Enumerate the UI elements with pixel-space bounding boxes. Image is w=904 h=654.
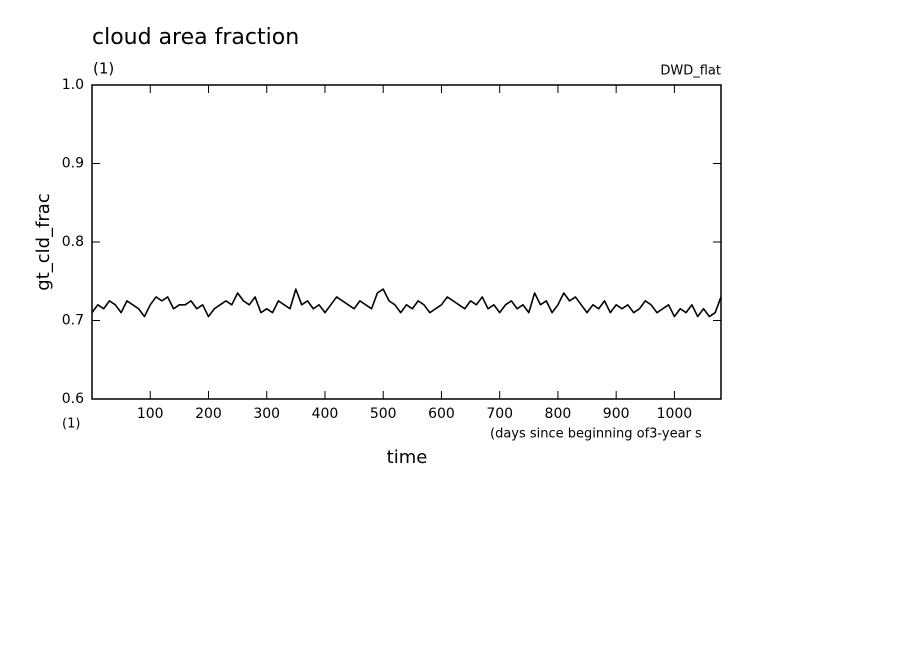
chart-title: cloud area fraction — [92, 25, 299, 50]
x-tick-label: 400 — [312, 406, 339, 422]
data-line — [91, 288, 722, 318]
x-tick-label: 600 — [428, 406, 455, 422]
x-tick-label: 300 — [253, 406, 280, 422]
x-tick-label: 1000 — [657, 406, 693, 422]
x-axis-label: time — [387, 447, 428, 468]
x-units: (days since beginning of3-year s — [490, 427, 702, 442]
x-tick-label: 200 — [195, 406, 222, 422]
x-tick-label: 900 — [603, 406, 630, 422]
x-unit-left: (1) — [62, 417, 80, 432]
y-tick-label: 0.9 — [62, 156, 84, 172]
x-tick-label: 700 — [486, 406, 513, 422]
annotation: DWD_flat — [660, 64, 721, 79]
x-tick-label: 500 — [370, 406, 397, 422]
y-tick-label: 0.8 — [62, 234, 84, 250]
subtitle: (1) — [93, 60, 114, 78]
x-tick-label: 800 — [545, 406, 572, 422]
y-axis-label: gt_cld_frac — [33, 193, 54, 290]
y-tick-label: 1.0 — [62, 77, 84, 93]
x-tick-label: 100 — [137, 406, 164, 422]
y-tick-label: 0.6 — [62, 391, 84, 407]
y-tick-label: 0.7 — [62, 313, 84, 329]
